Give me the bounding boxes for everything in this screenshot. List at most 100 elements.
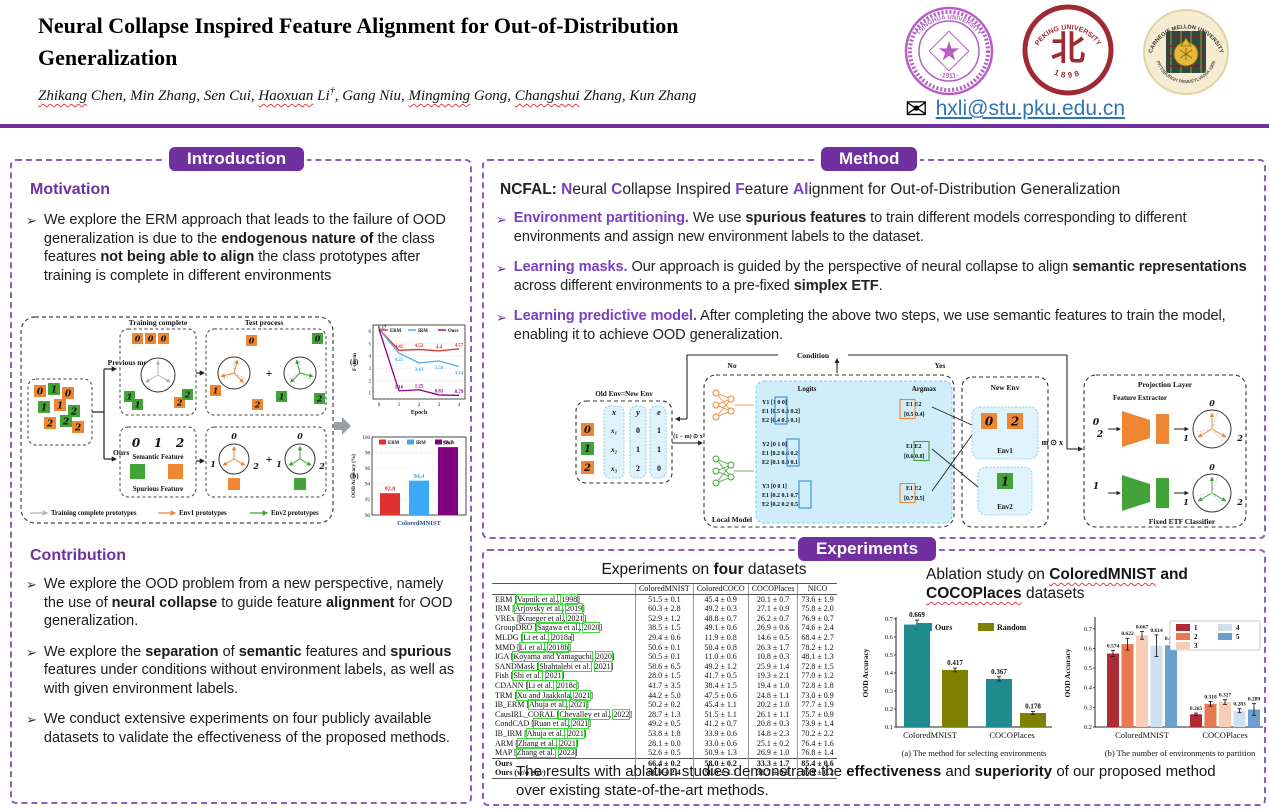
svg-text:Ours: Ours <box>448 329 459 334</box>
citation-year-link[interactable]: 2018c <box>555 679 578 691</box>
svg-text:x₁: x₁ <box>610 426 617 435</box>
citation-link[interactable]: Ahuja et al. <box>525 727 565 739</box>
result-cell: 52.6 ± 0.5 <box>635 748 694 759</box>
citation-link[interactable]: Ahuja et al. <box>527 699 568 711</box>
result-cell: 51.5 ± 0.1 <box>635 594 694 605</box>
method-cell: GroupDRO [Sagawa et al., 2020] <box>495 622 603 634</box>
citation-link[interactable]: Arjovsky et al. <box>513 603 564 615</box>
table-row: MAP [Zhang et al., 2023] 52.6 ± 0.5 50.9 ±… <box>492 747 837 759</box>
svg-text:E1 [0.5 0.3 0.2]: E1 [0.5 0.3 0.2] <box>762 409 800 415</box>
svg-text:Old Env=New Env: Old Env=New Env <box>595 390 653 398</box>
citation-link[interactable]: Zhang et al. <box>515 747 556 759</box>
result-cell: 19.4 ± 1.0 <box>747 680 798 691</box>
svg-text:90: 90 <box>365 514 371 519</box>
svg-text:94: 94 <box>365 483 371 488</box>
citation-year-link[interactable]: 1998 <box>560 593 579 605</box>
result-cell: 58.6 ± 6.5 <box>635 661 694 672</box>
citation-link[interactable]: Sagawa et al. <box>535 622 581 634</box>
table-row: CausIRL_CORAL [Chevalley et al., 2022] 28… <box>492 708 837 720</box>
table-row: IGA [Koyama and Yamaguchi, 2020] 50.5 ± 0… <box>492 651 837 663</box>
method-cell: Fish [Shi et al., 2021] <box>495 670 565 682</box>
svg-text:0.2: 0.2 <box>885 706 893 713</box>
result-cell: 41.7 ± 0.5 <box>692 671 749 681</box>
svg-text:E1 [0.2 0.6 0.2]: E1 [0.2 0.6 0.2] <box>762 451 800 457</box>
svg-text:-1911-: -1911- <box>939 71 960 80</box>
results-table-grid: ColoredMNIST ColoredCOCO COCOPlaces NICO ERM… <box>492 583 837 779</box>
citation-year-link[interactable]: 2021 <box>569 699 588 711</box>
svg-text:0: 0 <box>636 426 640 435</box>
svg-text:3.14: 3.14 <box>455 371 464 376</box>
citation-year-link[interactable]: 2021 <box>566 612 585 624</box>
svg-text:Feature Extractor: Feature Extractor <box>1113 394 1167 402</box>
result-cell: 56.9 ± 1.1 <box>692 768 749 779</box>
citation-year-link[interactable]: 2019 <box>565 603 584 615</box>
svg-text:0.7: 0.7 <box>885 616 894 623</box>
citation-year-link[interactable]: 2021 <box>573 689 592 701</box>
result-cell: 60.3 ± 2.8 <box>635 604 694 614</box>
result-cell: 33.3 ± 1.7 <box>747 757 798 769</box>
result-cell: 26.9 ± 1.0 <box>747 748 798 759</box>
citation-year-link[interactable]: 2020 <box>594 651 613 663</box>
citation-link[interactable]: Li et al. <box>522 631 549 643</box>
svg-text:北: 北 <box>1051 29 1085 69</box>
result-cell: 47.5 ± 0.6 <box>692 690 749 701</box>
citation-year-link[interactable]: 2018a <box>550 631 573 643</box>
result-cell: 66.9 ± 2.4 <box>635 768 694 779</box>
svg-text:(b): (b) <box>350 472 359 480</box>
citation-link[interactable]: Li et al. <box>527 679 554 691</box>
result-cell: 49.2 ± 0.5 <box>635 719 694 729</box>
citation-link[interactable]: Zhang et al. <box>516 737 557 749</box>
svg-text:Y3 [0 0 1]: Y3 [0 0 1] <box>762 484 787 490</box>
method-cell: MMD [Li et al., 2018b] <box>495 641 571 653</box>
citation-link[interactable]: Chevalley et al. <box>558 708 611 720</box>
result-cell: 73.0 ± 0.9 <box>797 690 837 701</box>
citation-year-link[interactable]: 2021 <box>544 670 563 682</box>
ncfal-headline: NCFAL: Neural Collapse Inspired Feature … <box>500 181 1121 198</box>
citation-link[interactable]: Shi et al. <box>512 670 543 682</box>
svg-text:IRM: IRM <box>418 329 428 334</box>
svg-text:0: 0 <box>148 334 154 344</box>
svg-text:5: 5 <box>369 342 372 347</box>
method-cell: VREx [Krueger et al., 2021] <box>495 612 587 624</box>
citation-link[interactable]: Krueger et al. <box>518 612 565 624</box>
svg-text:2: 2 <box>418 403 421 408</box>
citation-link[interactable]: Vapnik et al. <box>515 593 559 605</box>
svg-text:0: 0 <box>161 334 167 344</box>
svg-text:2: 2 <box>369 379 372 384</box>
method-cell: CausIRL_CORAL [Chevalley et al., 2022] <box>495 708 633 720</box>
svg-text:e: e <box>657 407 661 417</box>
svg-text:0.1: 0.1 <box>885 724 893 731</box>
svg-text:[0.7 0.5]: [0.7 0.5] <box>904 496 925 502</box>
citation-year-link[interactable]: 2021 <box>571 718 590 730</box>
svg-text:0: 0 <box>1093 418 1100 428</box>
svg-text:Epoch: Epoch <box>411 410 428 416</box>
citation-link[interactable]: Xu and Jaakkola <box>515 689 572 701</box>
citation-link[interactable]: Ruan et al. <box>532 718 570 730</box>
method-flow-diagram: Condition No Yes m ⊙ x Old Env=New Env x y e 0 x₁… <box>575 351 1247 528</box>
svg-text:92.8: 92.8 <box>385 487 396 493</box>
citation-link[interactable]: Li et al. <box>518 641 546 653</box>
svg-text:2: 2 <box>1236 433 1243 443</box>
svg-text:4.45: 4.45 <box>395 345 404 350</box>
citation-link[interactable]: Koyama and Yamaguchi <box>512 651 593 663</box>
citation-year-link[interactable]: 2023 <box>557 747 576 759</box>
citation-year-link[interactable]: 2021 <box>558 737 577 749</box>
citation-year-link[interactable]: 2021 <box>566 727 585 739</box>
svg-text:1898: 1898 <box>1053 68 1083 80</box>
svg-text:New Env: New Env <box>991 383 1020 392</box>
result-cell: 28.0 ± 1.5 <box>635 671 694 681</box>
svg-text:6: 6 <box>369 330 372 335</box>
svg-text:[0.5 0.4]: [0.5 0.4] <box>904 412 925 418</box>
email-link[interactable]: hxli@stu.pku.edu.cn <box>935 97 1126 120</box>
svg-text:0.7: 0.7 <box>1084 626 1093 633</box>
citation-link[interactable]: Shahtalebi et al. <box>538 660 592 672</box>
citation-year-link[interactable]: 2018b <box>547 641 570 653</box>
svg-text:(a): (a) <box>350 358 359 366</box>
citation-year-link[interactable]: 2021 <box>593 660 612 672</box>
svg-text:0.327: 0.327 <box>1219 693 1232 699</box>
result-cell: 24.8 ± 1.1 <box>747 690 798 701</box>
svg-text:y: y <box>635 407 640 417</box>
citation-year-link[interactable]: 2020 <box>582 622 601 634</box>
bullet-arrow-icon: ➢ <box>496 261 507 276</box>
citation-year-link[interactable]: 2022 <box>612 708 631 720</box>
